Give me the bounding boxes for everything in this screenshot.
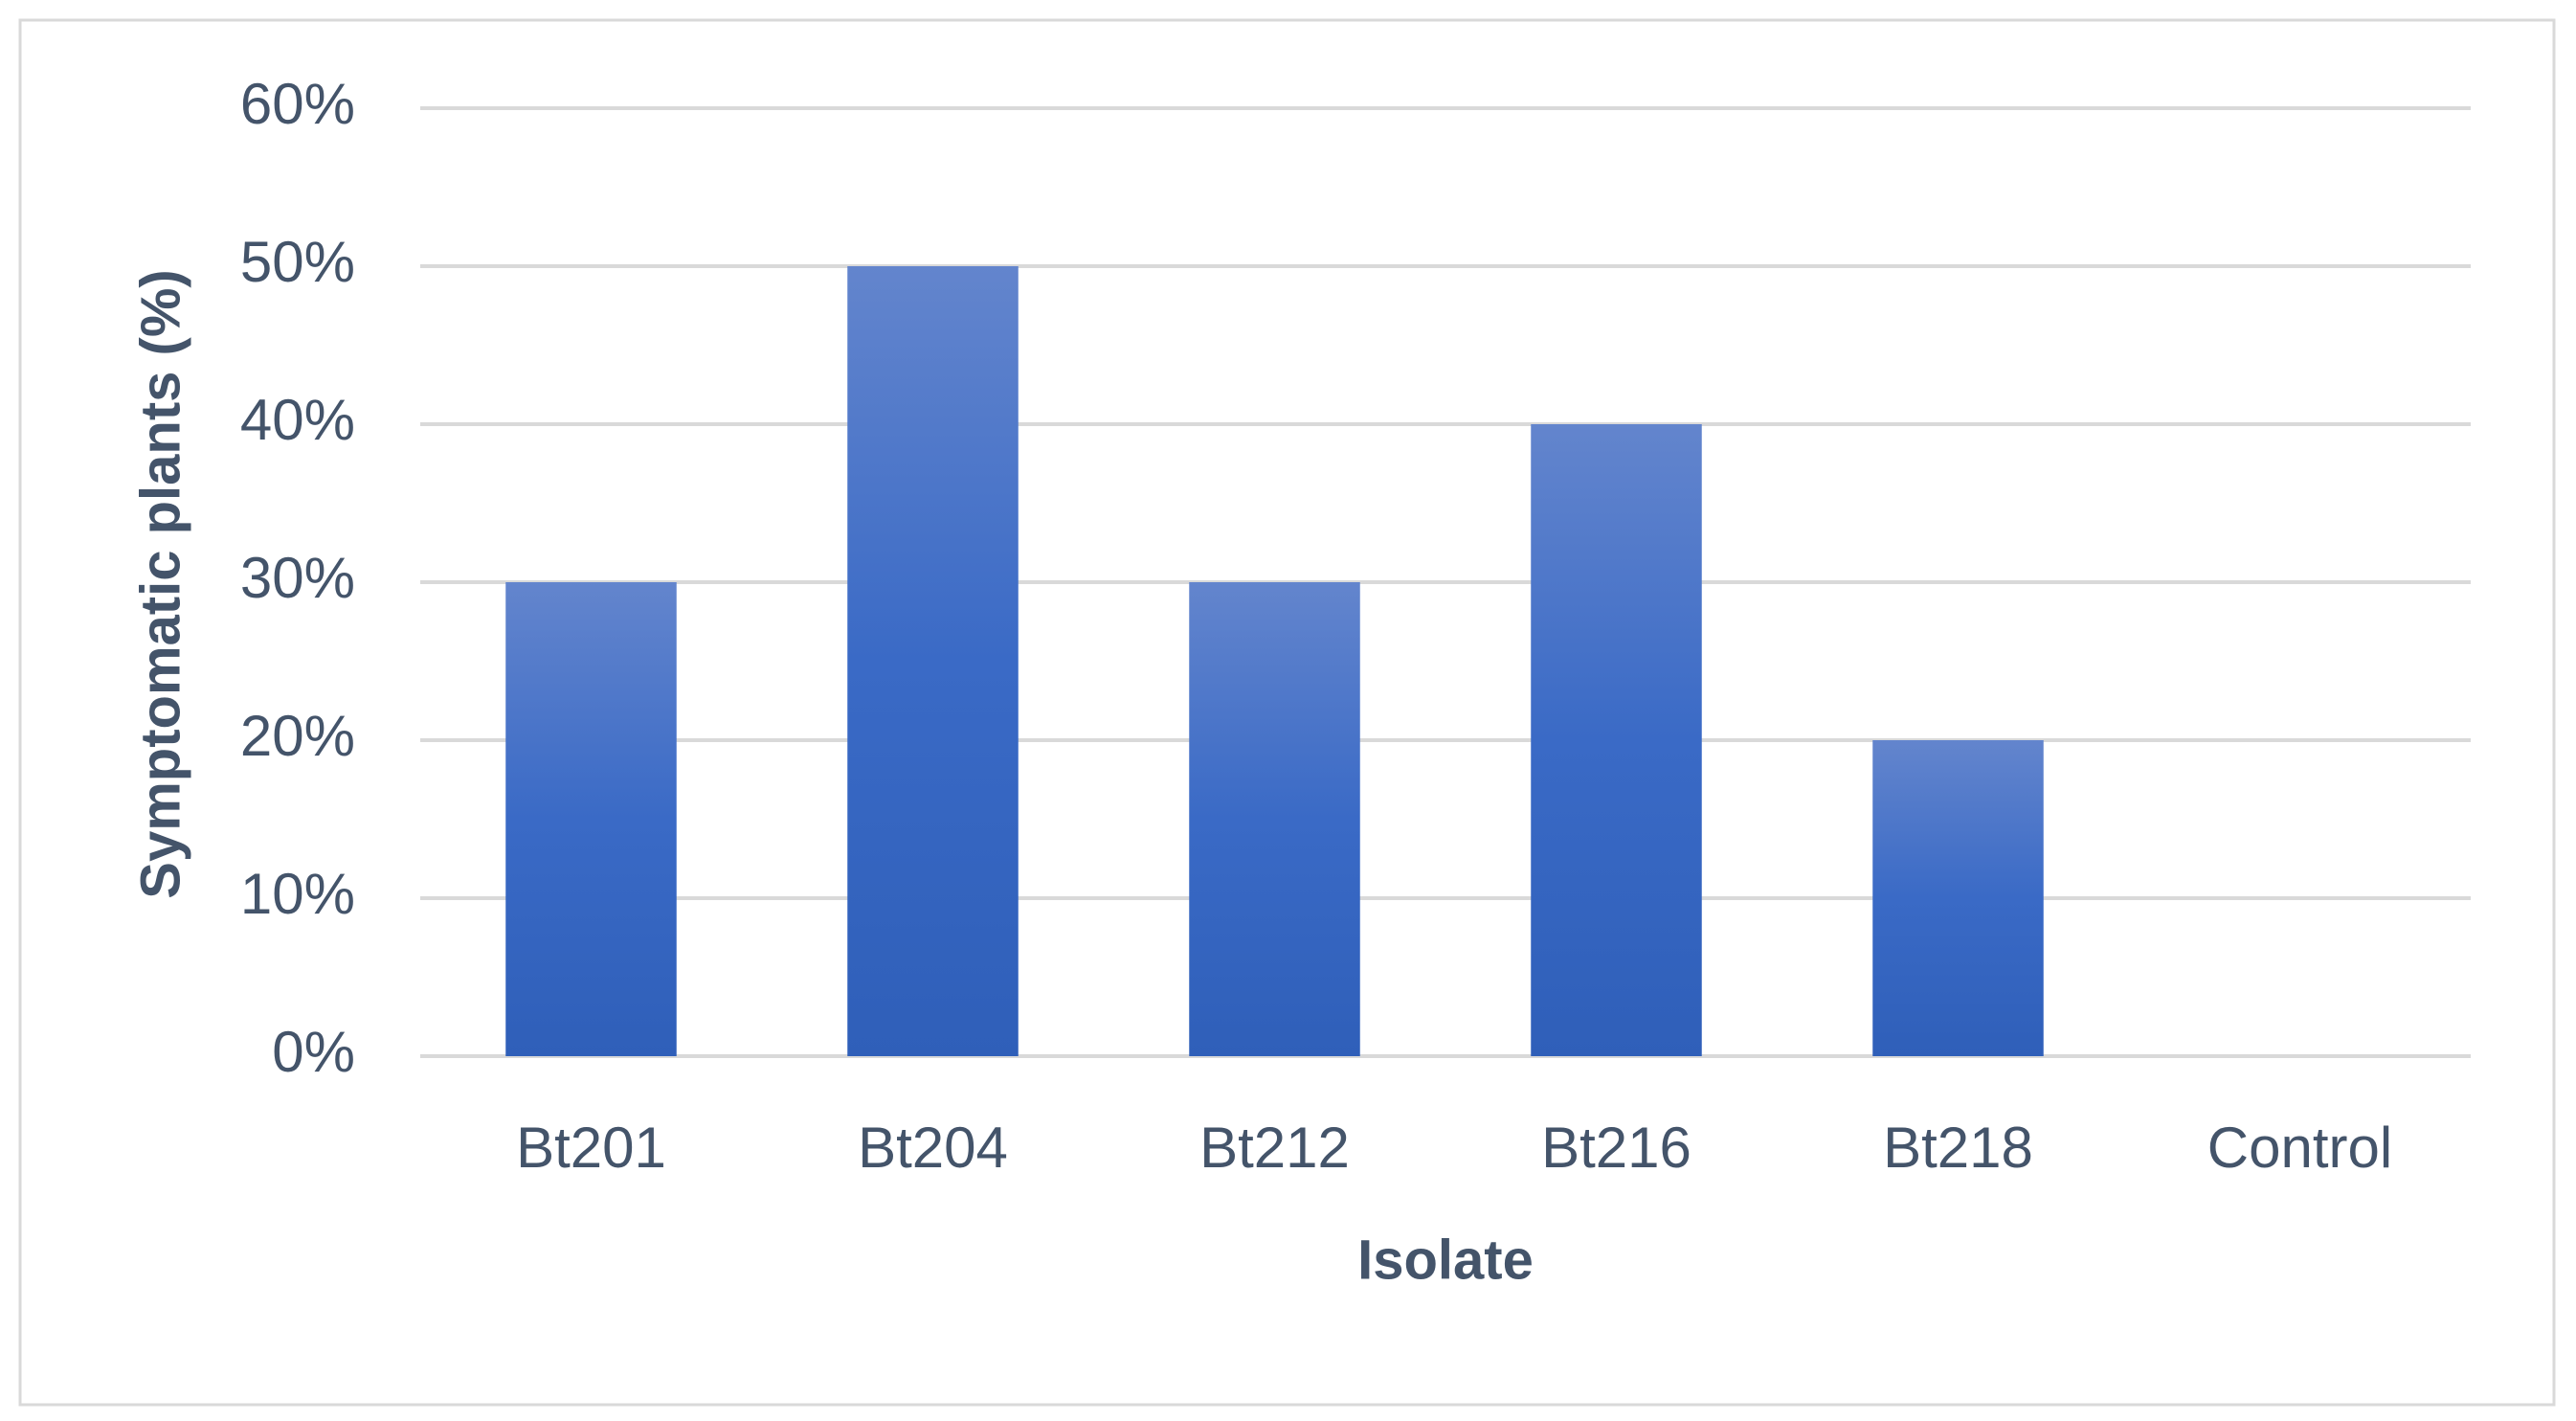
- x-axis-title: Isolate: [1357, 1229, 1534, 1291]
- y-tick-label: 10%: [240, 862, 355, 926]
- y-tick-label: 50%: [240, 230, 355, 294]
- x-tick-label: Bt201: [516, 1116, 666, 1180]
- y-tick-label: 30%: [240, 546, 355, 610]
- y-tick-label: 20%: [240, 704, 355, 768]
- y-tick-label: 60%: [240, 72, 355, 136]
- y-tick-label: 40%: [240, 388, 355, 452]
- y-tick-label: 0%: [272, 1020, 355, 1084]
- x-tick-label: Bt212: [1199, 1116, 1350, 1180]
- x-tick-label: Control: [2207, 1116, 2392, 1180]
- x-tick-label: Bt216: [1541, 1116, 1691, 1180]
- bar: [505, 582, 677, 1056]
- bar: [1872, 740, 2044, 1056]
- bar: [1531, 424, 1702, 1056]
- bar: [847, 266, 1019, 1056]
- y-axis-title: Symptomatic plants (%): [129, 269, 191, 898]
- x-tick-label: Bt218: [1883, 1116, 2033, 1180]
- x-tick-label: Bt204: [858, 1116, 1008, 1180]
- bar: [1189, 582, 1360, 1056]
